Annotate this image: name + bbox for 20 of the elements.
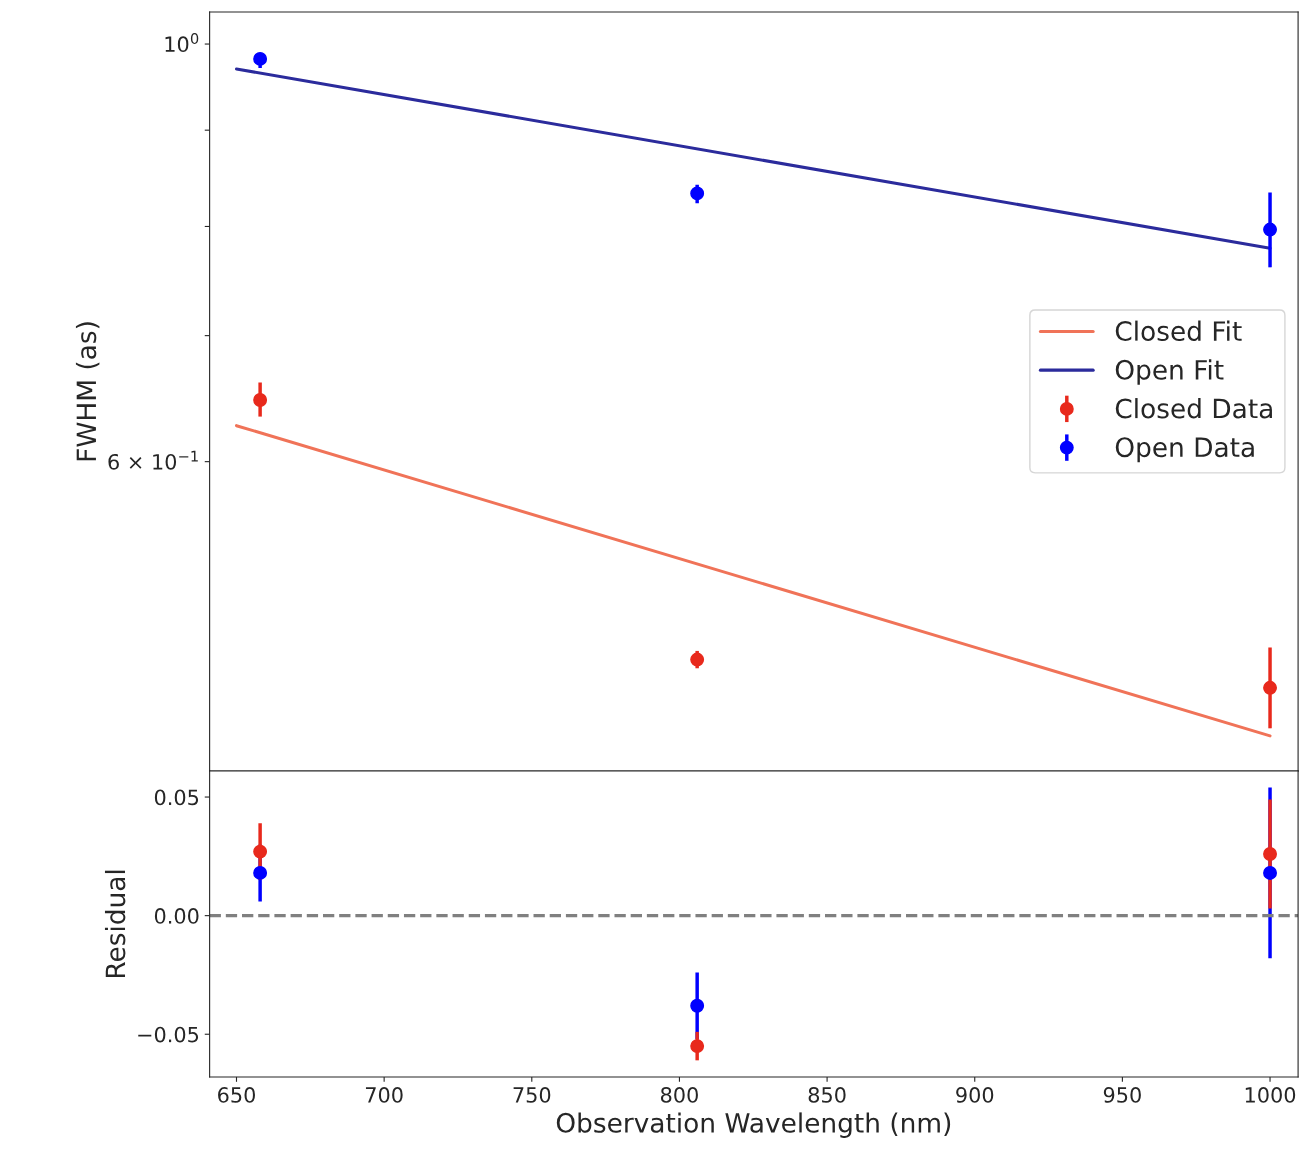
x-tick-label: 800: [660, 1087, 698, 1103]
y-tick-label: −0.05: [138, 1026, 199, 1043]
x-tick-label: 900: [956, 1087, 994, 1103]
x-tick-label: 1000: [1245, 1087, 1296, 1103]
y-axis-title: Residual: [104, 870, 126, 978]
x-tick-label: 650: [218, 1087, 255, 1103]
legend-label: Closed Data: [1115, 398, 1272, 419]
legend-label: Open Data: [1115, 437, 1254, 463]
legend-label: Open Fit: [1115, 359, 1224, 385]
y-tick-label: 10$^{0}$: [165, 33, 199, 53]
y-tick-label: 0.00: [154, 908, 199, 924]
x-tick-label: 850: [808, 1087, 846, 1103]
y-tick-label: 0.05: [154, 789, 199, 806]
x-tick-label: 750: [513, 1087, 551, 1103]
x-axis-title: Observation Wavelength (nm): [556, 1112, 951, 1138]
legend-label: Closed Fit: [1115, 320, 1242, 342]
y-tick-label: 6 × 10$^{−1}$: [108, 450, 198, 470]
x-tick-label: 700: [365, 1087, 403, 1103]
x-tick-label: 950: [1103, 1087, 1141, 1103]
y-axis-title: FWHM (as): [75, 322, 100, 461]
